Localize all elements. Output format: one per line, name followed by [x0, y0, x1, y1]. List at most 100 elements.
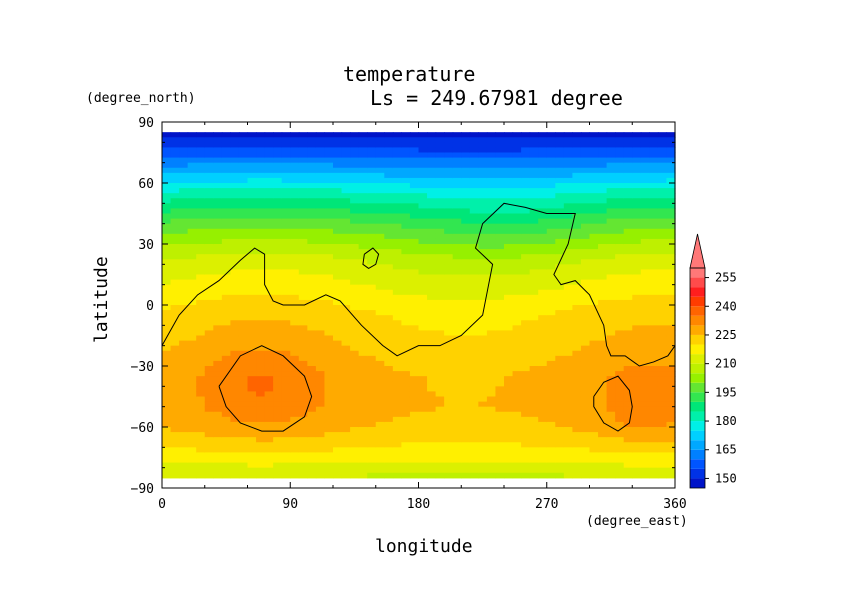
heatmap-cell	[333, 147, 343, 154]
heatmap-cell	[256, 335, 266, 342]
heatmap-cell	[657, 406, 668, 413]
heatmap-cell	[179, 274, 189, 281]
heatmap-cell	[563, 269, 573, 276]
heatmap-cell	[469, 330, 479, 337]
heatmap-cell	[170, 132, 180, 138]
heatmap-cell	[623, 157, 633, 164]
heatmap-cell	[256, 238, 266, 245]
heatmap-cell	[478, 330, 488, 337]
heatmap-cell	[427, 172, 437, 179]
heatmap-cell	[230, 452, 240, 459]
heatmap-cell	[290, 406, 300, 413]
heatmap-cell	[179, 167, 189, 174]
heatmap-cell	[256, 208, 266, 215]
heatmap-cell	[427, 269, 437, 276]
heatmap-cell	[504, 249, 514, 255]
heatmap-cell	[555, 152, 565, 159]
heatmap-cell	[521, 462, 531, 469]
heatmap-cell	[504, 198, 514, 204]
heatmap-cell	[521, 294, 531, 301]
x-axis-label: longitude	[375, 536, 473, 557]
heatmap-cell	[170, 437, 180, 443]
heatmap-cell	[469, 350, 479, 357]
heatmap-cell	[264, 416, 274, 423]
heatmap-cell	[196, 233, 206, 240]
colorbar-swatch	[690, 354, 705, 364]
heatmap-cell	[307, 152, 317, 159]
heatmap-cell	[409, 330, 420, 337]
heatmap-cell	[307, 223, 317, 230]
heatmap-cell	[204, 472, 214, 479]
heatmap-cell	[580, 244, 591, 250]
heatmap-cell	[238, 366, 249, 372]
heatmap-cell	[247, 259, 257, 265]
heatmap-cell	[427, 279, 437, 286]
heatmap-cell	[444, 310, 454, 316]
heatmap-cell	[384, 208, 394, 215]
heatmap-cell	[401, 269, 411, 276]
heatmap-cell	[298, 310, 308, 316]
heatmap-cell	[401, 132, 411, 138]
heatmap-cell	[375, 162, 385, 169]
heatmap-cell	[657, 457, 668, 464]
heatmap-cell	[640, 147, 650, 154]
heatmap-cell	[384, 183, 394, 189]
heatmap-cell	[606, 401, 616, 408]
heatmap-cell	[555, 467, 565, 474]
heatmap-cell	[469, 249, 479, 255]
heatmap-cell	[409, 447, 420, 454]
heatmap-cell	[657, 416, 668, 423]
heatmap-cell	[341, 198, 351, 204]
heatmap-cell	[179, 147, 189, 154]
heatmap-cell	[495, 218, 505, 225]
heatmap-cell	[538, 157, 548, 164]
heatmap-cell	[504, 452, 514, 459]
heatmap-cell	[504, 421, 514, 428]
heatmap-cell	[623, 305, 633, 311]
heatmap-cell	[623, 457, 633, 464]
heatmap-cell	[666, 310, 676, 316]
heatmap-cell	[401, 289, 411, 296]
heatmap-cell	[290, 396, 300, 403]
heatmap-cell	[495, 167, 505, 174]
heatmap-cell	[290, 259, 300, 265]
heatmap-cell	[170, 244, 180, 250]
heatmap-cell	[478, 401, 488, 408]
heatmap-cell	[170, 299, 180, 306]
heatmap-cell	[170, 137, 180, 143]
heatmap-cell	[529, 167, 539, 174]
heatmap-cell	[555, 350, 565, 357]
heatmap-cell	[495, 421, 505, 428]
heatmap-cell	[461, 162, 471, 169]
heatmap-cell	[486, 289, 497, 296]
heatmap-cell	[238, 472, 249, 479]
heatmap-cell	[375, 330, 385, 337]
heatmap-cell	[350, 213, 360, 220]
heatmap-cell	[521, 416, 531, 423]
heatmap-cell	[495, 284, 505, 291]
heatmap-cell	[256, 386, 266, 393]
heatmap-cell	[256, 294, 266, 301]
heatmap-cell	[444, 203, 454, 210]
heatmap-cell	[469, 147, 479, 154]
heatmap-cell	[529, 274, 539, 281]
heatmap-cell	[213, 147, 223, 154]
heatmap-cell	[512, 259, 522, 265]
heatmap-cell	[247, 279, 257, 286]
heatmap-cell	[350, 188, 360, 194]
heatmap-cell	[409, 366, 420, 372]
heatmap-cell	[221, 416, 231, 423]
heatmap-cell	[264, 142, 274, 149]
heatmap-cell	[649, 411, 659, 418]
heatmap-cell	[358, 310, 368, 316]
heatmap-cell	[333, 218, 343, 225]
heatmap-cell	[247, 310, 257, 316]
heatmap-cell	[657, 223, 668, 230]
heatmap-cell	[657, 213, 668, 220]
heatmap-cell	[213, 462, 223, 469]
heatmap-cell	[213, 452, 223, 459]
heatmap-cell	[435, 472, 445, 479]
heatmap-cell	[247, 299, 257, 306]
heatmap-cell	[333, 416, 343, 423]
